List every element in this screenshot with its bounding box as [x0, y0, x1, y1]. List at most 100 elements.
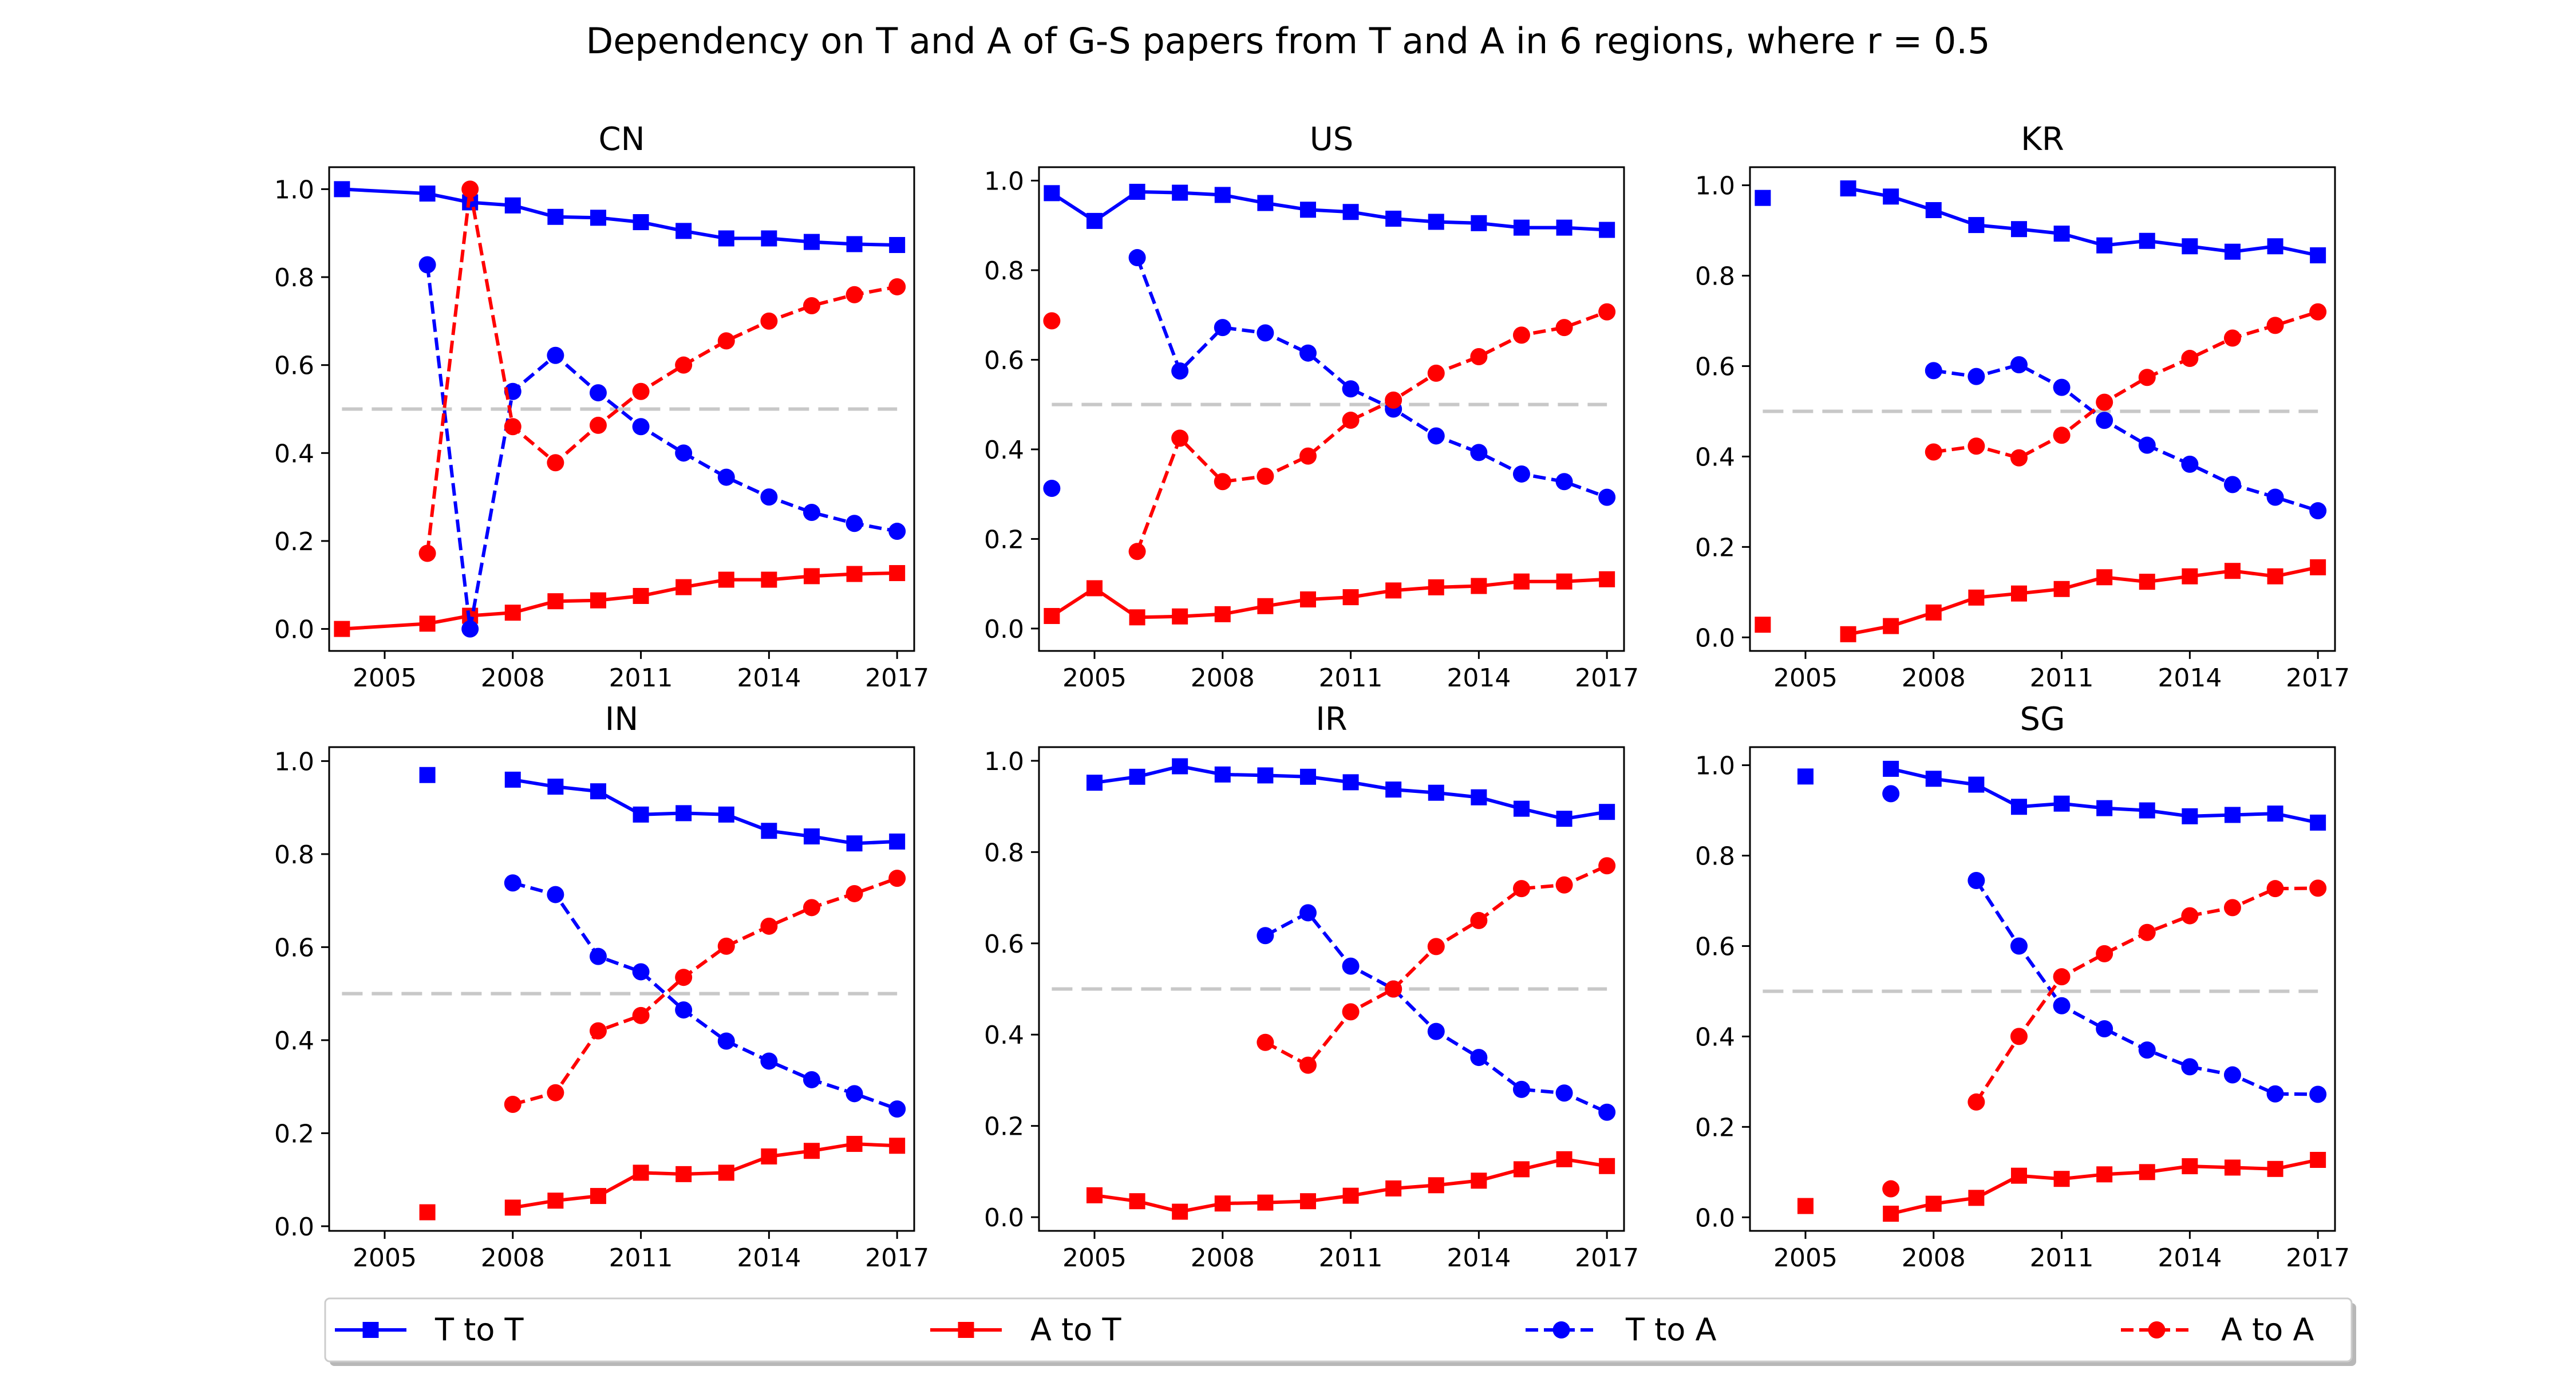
data-point-a-to-t-ir-2006	[1129, 1193, 1145, 1210]
data-point-a-to-a-sg-2013	[2138, 923, 2156, 941]
data-point-a-to-t-ir-2007	[1172, 1203, 1188, 1220]
data-point-t-to-t-us-2017	[1599, 222, 1615, 238]
data-point-a-to-a-kr-2014	[2181, 350, 2199, 368]
data-point-t-to-t-ir-2015	[1513, 800, 1530, 817]
data-point-a-to-t-cn-2014	[761, 571, 777, 588]
series-t-to-a-kr	[1925, 356, 2327, 520]
data-point-t-to-a-cn-2014	[760, 488, 778, 506]
data-point-t-to-t-kr-2007	[1883, 188, 1899, 205]
data-point-t-to-a-ir-2017	[1598, 1103, 1616, 1121]
data-point-a-to-a-sg-2016	[2266, 880, 2284, 898]
data-point-t-to-t-kr-2009	[1968, 217, 1985, 234]
legend-entry-a-to-a: A to A	[2121, 1312, 2314, 1348]
data-point-t-to-t-cn-2006	[419, 185, 436, 202]
data-point-t-to-a-kr-2015	[2223, 476, 2241, 493]
x-tick-label-sg-2017: 2017	[2286, 1243, 2350, 1273]
y-tick-label-sg-0: 0.0	[1695, 1203, 1735, 1233]
data-point-a-to-t-sg-2013	[2139, 1164, 2155, 1180]
series-a-to-t-in	[419, 1204, 436, 1221]
data-point-a-to-a-sg-2007	[1882, 1180, 1900, 1198]
data-point-a-to-a-us-2013	[1427, 364, 1445, 382]
data-point-a-to-t-us-2013	[1428, 579, 1444, 595]
data-point-a-to-t-in-2016	[846, 1136, 863, 1152]
data-point-a-to-t-us-2011	[1342, 589, 1359, 606]
data-point-a-to-t-cn-2012	[675, 579, 692, 595]
data-point-t-to-a-sg-2011	[2053, 997, 2071, 1014]
data-point-t-to-t-ir-2017	[1599, 804, 1615, 820]
y-tick-label-ir-3: 0.6	[984, 930, 1024, 959]
data-point-a-to-t-us-2008	[1214, 606, 1231, 622]
data-point-t-to-t-us-2014	[1471, 215, 1487, 231]
data-point-t-to-t-cn-2012	[675, 223, 692, 239]
data-point-a-to-t-sg-2011	[2053, 1171, 2070, 1187]
legend-label-t-to-a: T to A	[1625, 1312, 1717, 1348]
series-a-to-t-us	[1044, 571, 1615, 626]
series-a-to-t-kr	[1840, 559, 2326, 642]
data-point-a-to-t-ir-2015	[1513, 1161, 1530, 1178]
data-point-t-to-t-sg-2015	[2224, 807, 2241, 823]
data-point-a-to-t-in-2010	[590, 1188, 606, 1205]
data-point-a-to-a-kr-2008	[1925, 443, 1942, 461]
series-a-to-t-sg	[1797, 1198, 1814, 1214]
data-point-t-to-a-cn-2013	[717, 468, 735, 486]
data-point-t-to-a-us-2017	[1598, 488, 1616, 506]
data-point-a-to-a-cn-2013	[717, 332, 735, 350]
x-tick-label-us-2017: 2017	[1575, 664, 1639, 693]
data-point-a-to-a-us-2014	[1470, 348, 1488, 365]
data-point-t-to-t-us-2015	[1513, 219, 1530, 236]
data-point-t-to-a-sg-2013	[2138, 1041, 2156, 1059]
data-point-t-to-t-cn-2009	[547, 208, 564, 225]
data-point-a-to-t-us-2004	[1044, 607, 1060, 624]
data-point-t-to-t-ir-2009	[1257, 767, 1274, 784]
data-point-t-to-a-cn-2009	[547, 346, 564, 364]
data-point-t-to-a-sg-2014	[2181, 1058, 2199, 1076]
data-point-t-to-a-sg-2009	[1967, 871, 1985, 889]
data-point-a-to-t-ir-2011	[1342, 1187, 1359, 1204]
data-point-t-to-a-kr-2011	[2053, 378, 2071, 396]
data-point-a-to-a-in-2015	[803, 899, 820, 917]
data-point-t-to-a-cn-2012	[675, 444, 693, 462]
x-tick-label-ir-2014: 2014	[1447, 1243, 1511, 1273]
data-point-t-to-t-sg-2007	[1883, 760, 1899, 777]
x-tick-label-ir-2017: 2017	[1575, 1243, 1639, 1273]
data-point-t-to-t-us-2009	[1257, 195, 1274, 211]
data-point-t-to-a-ir-2016	[1555, 1084, 1573, 1102]
data-point-t-to-t-sg-2005	[1797, 768, 1814, 785]
data-point-t-to-t-ir-2010	[1299, 768, 1316, 785]
series-a-to-t-sg	[1883, 1152, 2326, 1222]
data-point-a-to-t-ir-2017	[1599, 1158, 1615, 1174]
data-point-a-to-a-ir-2010	[1299, 1056, 1317, 1074]
data-point-a-to-a-us-2016	[1555, 319, 1573, 337]
data-point-t-to-t-us-2016	[1556, 219, 1573, 236]
data-point-a-to-a-ir-2015	[1512, 880, 1530, 898]
x-tick-label-us-2011: 2011	[1319, 664, 1383, 693]
data-point-t-to-t-us-2004	[1044, 185, 1060, 202]
panel-title-in: IN	[605, 701, 638, 738]
series-t-to-t-cn	[334, 181, 906, 253]
data-point-a-to-t-cn-2004	[334, 621, 350, 637]
series-a-to-a-kr	[1925, 303, 2327, 467]
data-point-a-to-t-in-2011	[633, 1164, 649, 1181]
data-point-a-to-t-sg-2009	[1968, 1190, 1985, 1206]
data-point-t-to-t-in-2006	[419, 767, 436, 783]
data-point-a-to-a-cn-2011	[632, 382, 650, 400]
data-point-a-to-t-us-2010	[1299, 591, 1316, 608]
series-line-a-to-a-us	[1135, 310, 1608, 552]
data-point-a-to-a-cn-2009	[547, 454, 564, 472]
data-point-a-to-a-cn-2007	[461, 180, 479, 198]
data-point-t-to-t-us-2008	[1214, 187, 1231, 203]
data-point-t-to-t-cn-2014	[761, 230, 777, 247]
series-t-to-t-kr	[1755, 189, 1771, 206]
y-tick-label-kr-4: 0.8	[1695, 262, 1735, 291]
data-point-t-to-a-us-2009	[1257, 324, 1274, 342]
y-tick-label-kr-2: 0.4	[1695, 443, 1735, 472]
data-point-a-to-a-ir-2011	[1342, 1003, 1360, 1021]
y-tick-label-kr-5: 1.0	[1695, 172, 1735, 201]
data-point-a-to-t-ir-2005	[1086, 1187, 1103, 1203]
data-point-t-to-t-sg-2008	[1925, 771, 1942, 787]
data-point-a-to-t-cn-2011	[633, 587, 649, 604]
data-point-a-to-t-ir-2014	[1471, 1172, 1487, 1189]
y-tick-label-ir-1: 0.2	[984, 1112, 1024, 1142]
x-tick-label-sg-2014: 2014	[2158, 1243, 2222, 1273]
data-point-t-to-t-kr-2015	[2224, 243, 2241, 260]
